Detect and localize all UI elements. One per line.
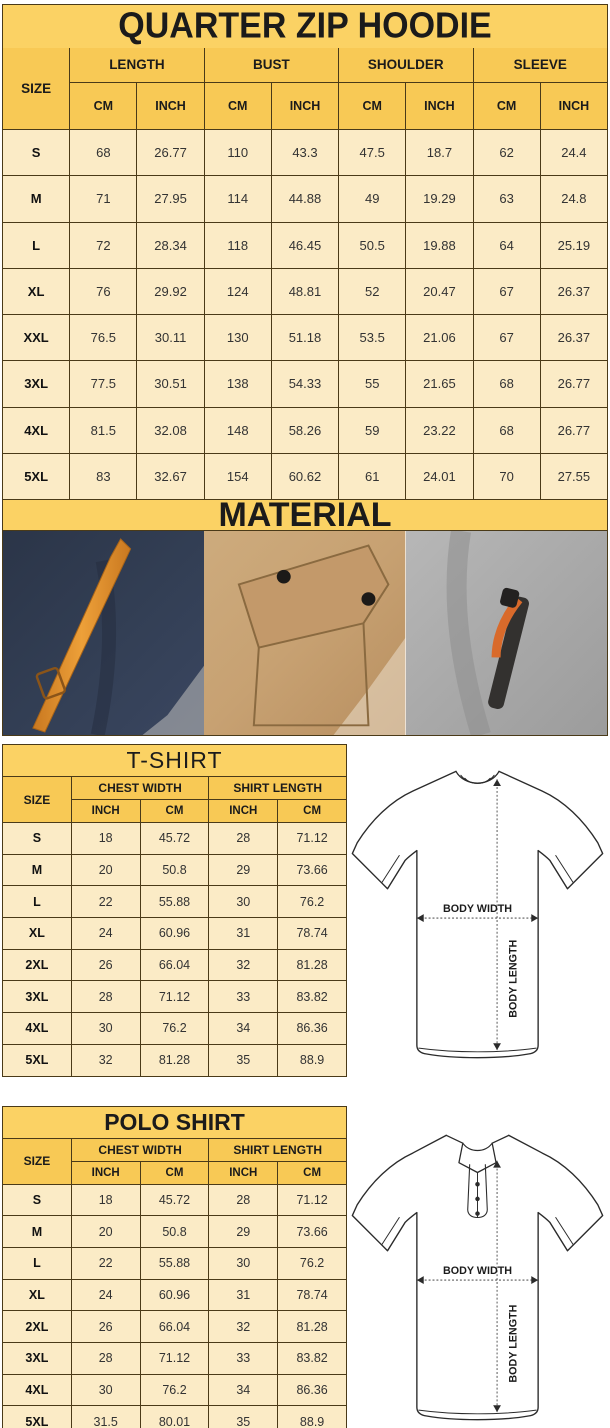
svg-text:BODY LENGTH: BODY LENGTH	[508, 1304, 520, 1382]
svg-text:BODY WIDTH: BODY WIDTH	[443, 903, 512, 915]
svg-text:BODY LENGTH: BODY LENGTH	[508, 939, 520, 1017]
svg-text:BODY WIDTH: BODY WIDTH	[443, 1265, 512, 1277]
